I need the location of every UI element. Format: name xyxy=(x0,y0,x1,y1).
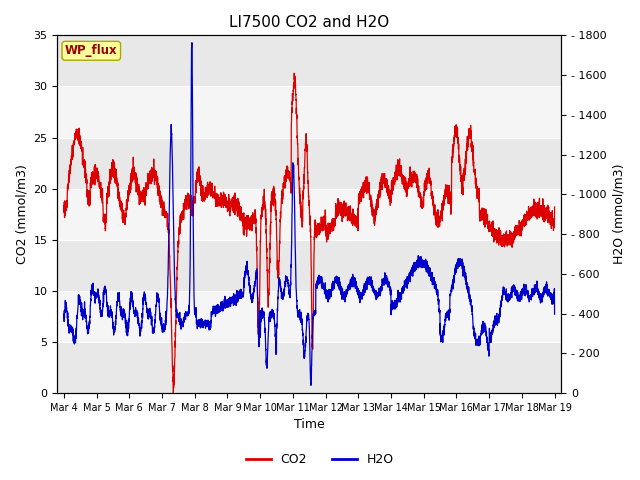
Y-axis label: H2O (mmol/m3): H2O (mmol/m3) xyxy=(612,164,625,264)
Bar xyxy=(58,138,561,189)
Title: LI7500 CO2 and H2O: LI7500 CO2 and H2O xyxy=(229,15,389,30)
Bar xyxy=(58,36,561,86)
Y-axis label: CO2 (mmol/m3): CO2 (mmol/m3) xyxy=(15,164,28,264)
Text: WP_flux: WP_flux xyxy=(65,44,118,57)
Bar xyxy=(58,342,561,393)
Bar xyxy=(58,240,561,291)
Legend: CO2, H2O: CO2, H2O xyxy=(241,448,399,471)
X-axis label: Time: Time xyxy=(294,419,324,432)
